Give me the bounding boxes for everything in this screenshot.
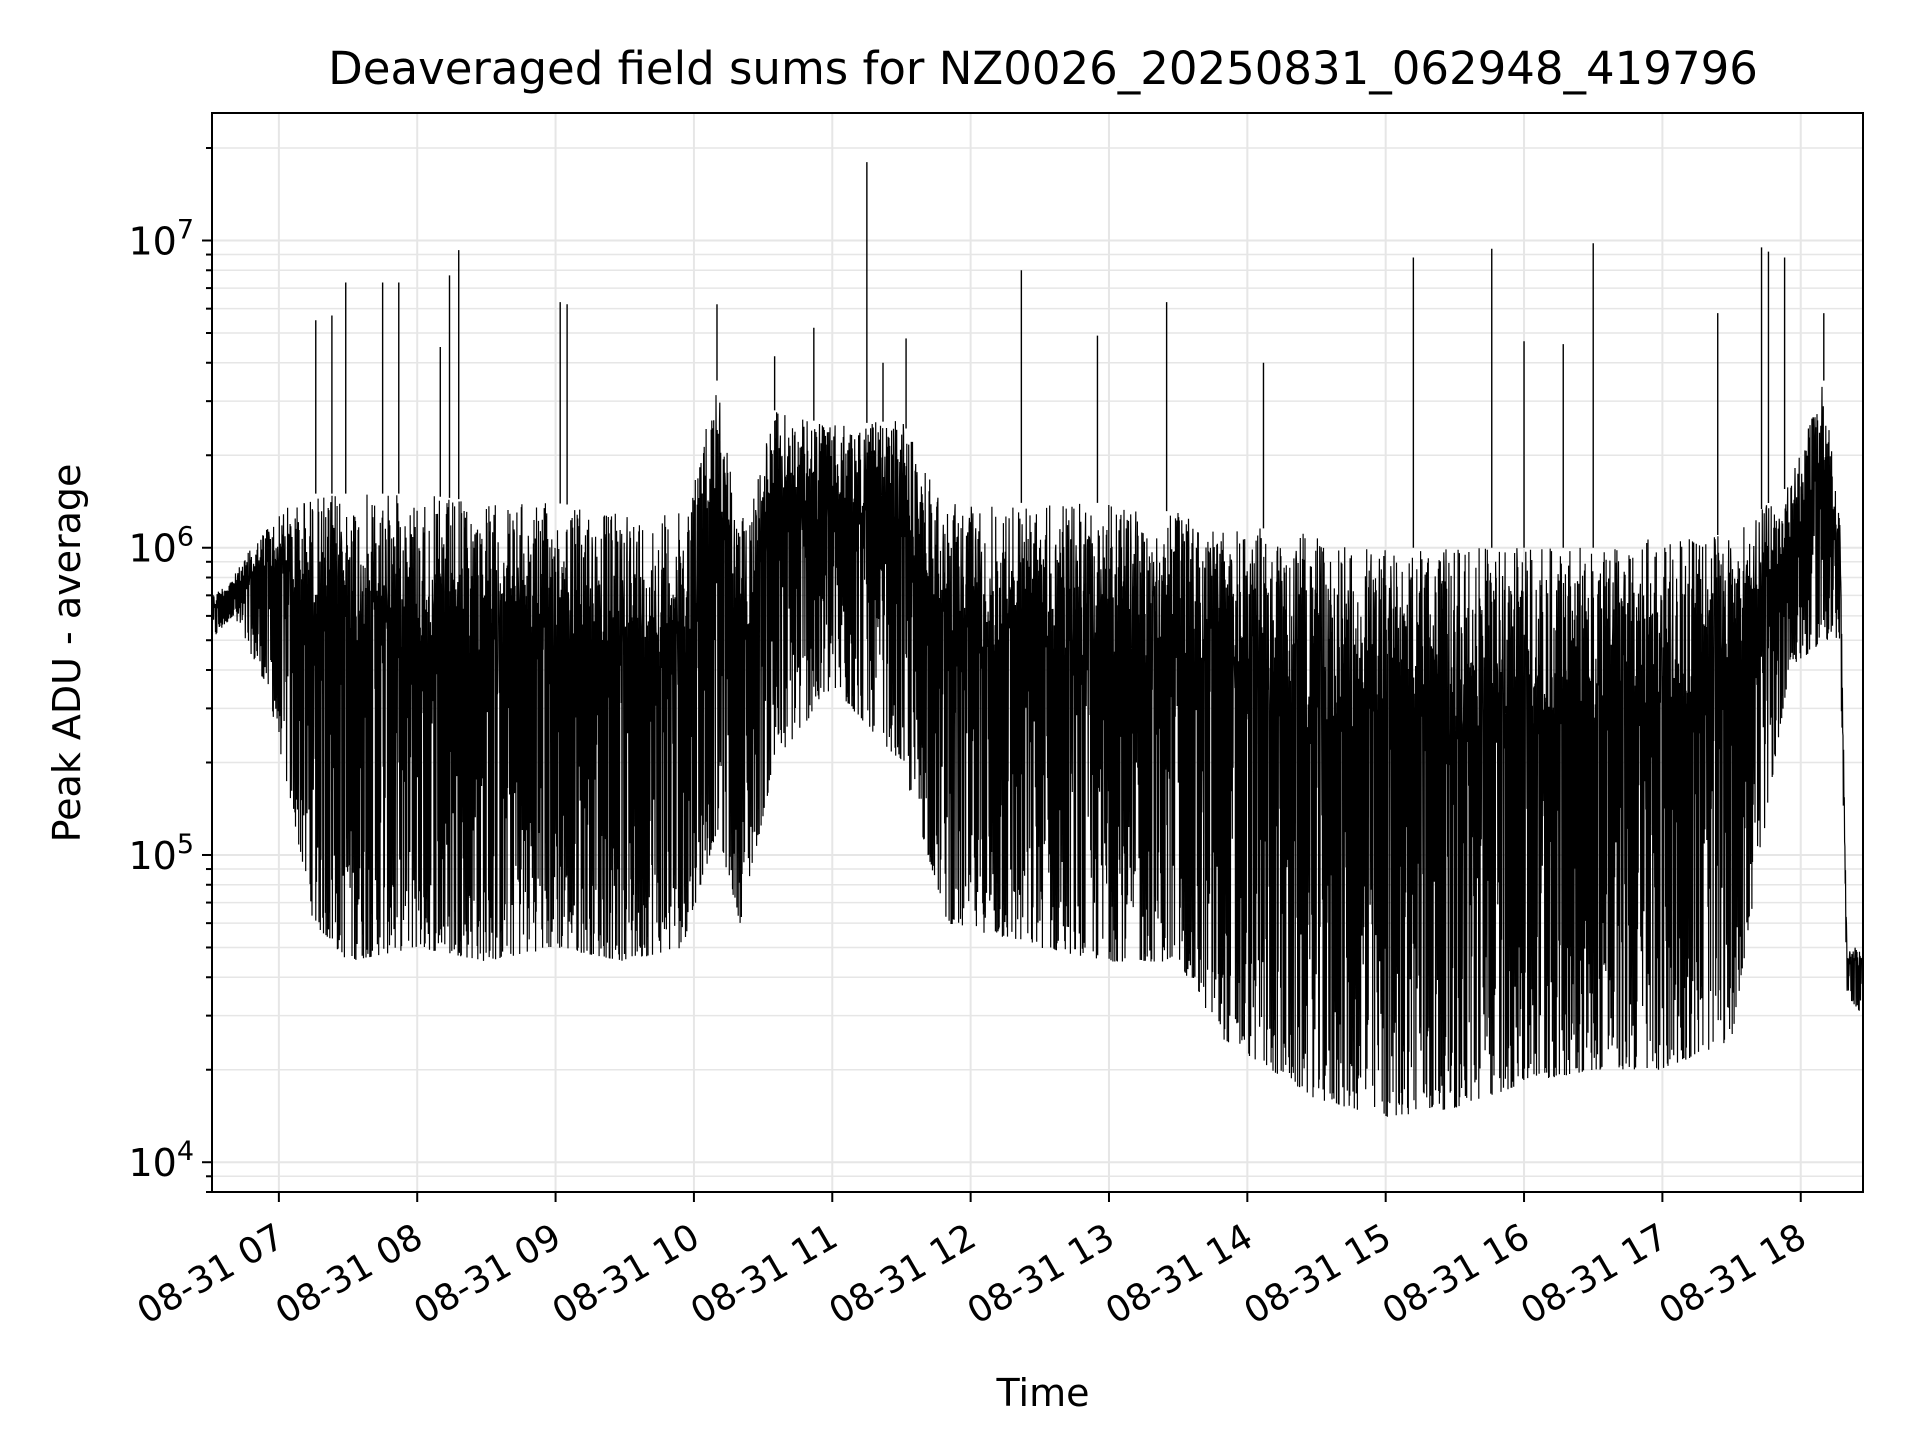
y-axis-label: Peak ADU - average	[45, 464, 89, 843]
y-tick-label: 105	[128, 829, 194, 878]
y-tick-label-exponent: 4	[177, 1136, 194, 1167]
y-tick-label: 104	[128, 1136, 194, 1185]
y-tick-label-base: 10	[128, 1141, 176, 1185]
y-tick-label-exponent: 5	[177, 829, 194, 860]
plot-frame	[211, 112, 1864, 1193]
y-tick-label-base: 10	[128, 834, 176, 878]
x-axis-label: Time	[996, 1371, 1090, 1415]
y-tick-label: 106	[128, 522, 194, 571]
series-line	[211, 386, 1864, 1117]
y-tick-label-base: 10	[128, 219, 176, 263]
y-tick-label-base: 10	[128, 527, 176, 571]
series-layer	[211, 162, 1864, 1117]
chart-title: Deaveraged field sums for NZ0026_2025083…	[328, 42, 1758, 95]
y-tick-label: 107	[128, 214, 194, 263]
y-tick-label-exponent: 6	[177, 522, 194, 553]
y-tick-label-exponent: 7	[177, 214, 194, 245]
